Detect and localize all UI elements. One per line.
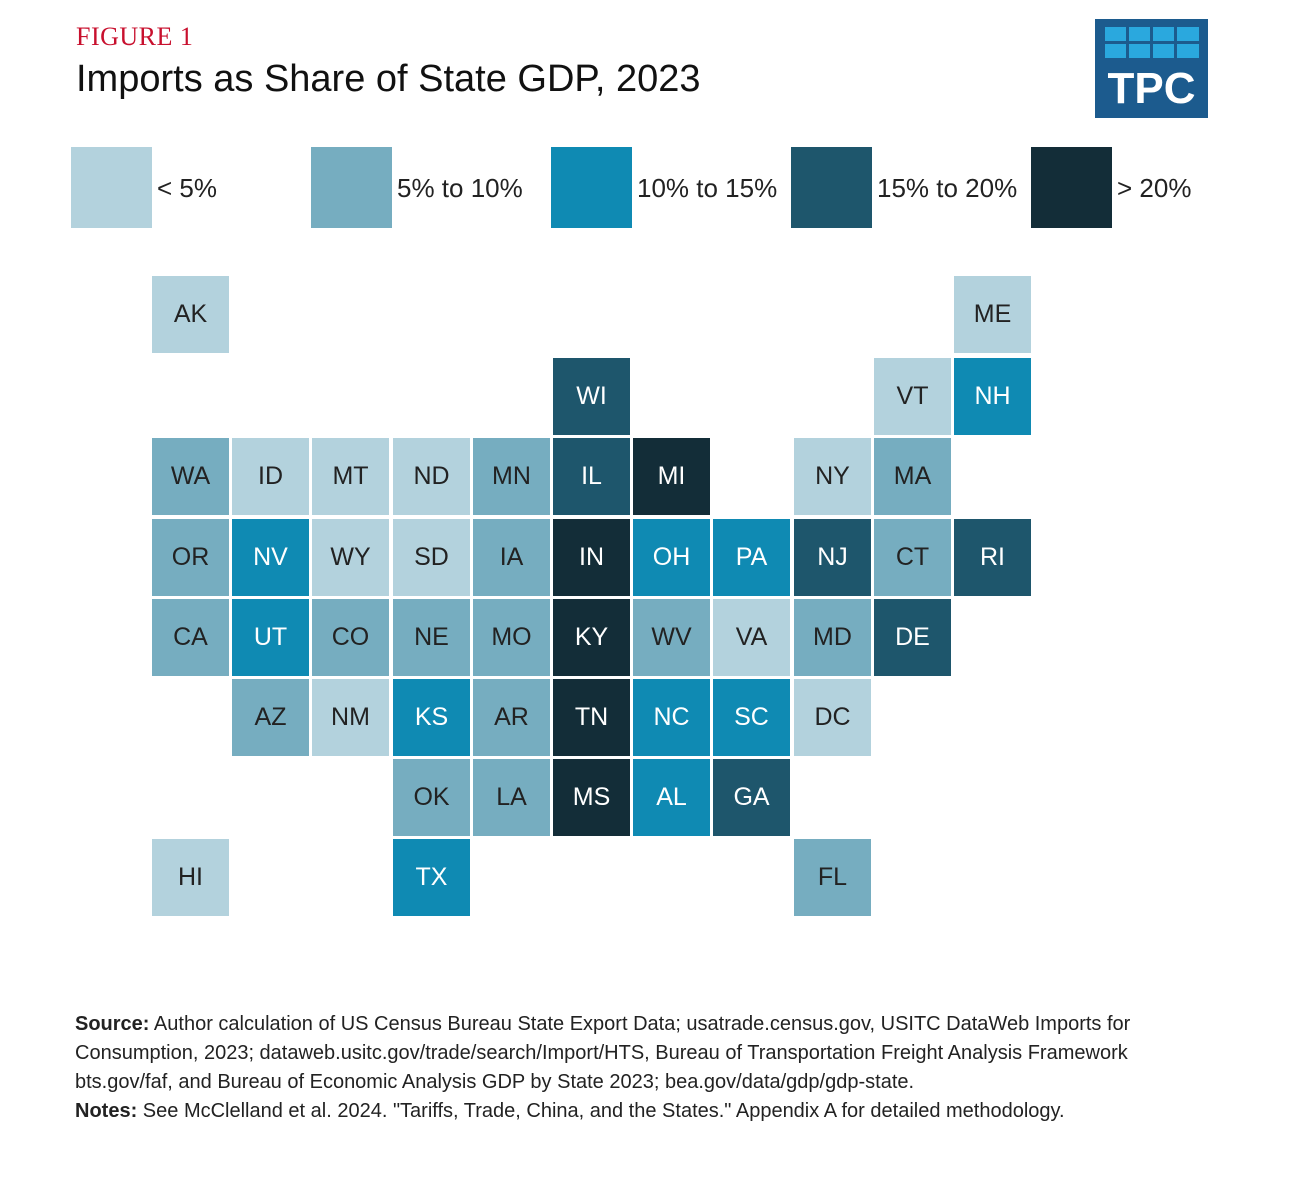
state-tile-nd: ND <box>393 438 470 515</box>
state-tile-ut: UT <box>232 599 309 676</box>
logo-grid-icon <box>1105 27 1199 59</box>
state-tile-oh: OH <box>633 519 710 596</box>
state-tile-fl: FL <box>794 839 871 916</box>
state-tile-va: VA <box>713 599 790 676</box>
state-tile-dc: DC <box>794 679 871 756</box>
state-tile-ks: KS <box>393 679 470 756</box>
state-tile-ct: CT <box>874 519 951 596</box>
state-tile-tn: TN <box>553 679 630 756</box>
state-tile-mn: MN <box>473 438 550 515</box>
state-tile-ma: MA <box>874 438 951 515</box>
state-tile-al: AL <box>633 759 710 836</box>
legend-label-3: 10% to 15% <box>637 173 778 203</box>
state-tile-me: ME <box>954 276 1031 353</box>
state-tile-mi: MI <box>633 438 710 515</box>
state-tile-tx: TX <box>393 839 470 916</box>
state-tile-sd: SD <box>393 519 470 596</box>
state-tile-vt: VT <box>874 358 951 435</box>
chart-title: Imports as Share of State GDP, 2023 <box>76 58 701 100</box>
state-tile-ca: CA <box>152 599 229 676</box>
state-tile-md: MD <box>794 599 871 676</box>
legend-label-5: > 20% <box>1117 173 1192 203</box>
legend-label-2: 5% to 10% <box>397 173 523 203</box>
notes-label: Notes: <box>75 1100 138 1122</box>
state-tile-nc: NC <box>633 679 710 756</box>
state-tile-hi: HI <box>152 839 229 916</box>
legend-label-4: 15% to 20% <box>877 173 1018 203</box>
legend-swatch-2 <box>311 147 392 228</box>
notes-text: See McClelland et al. 2024. "Tariffs, Tr… <box>142 1100 1065 1122</box>
state-tile-nv: NV <box>232 519 309 596</box>
legend-swatch-4 <box>791 147 872 228</box>
state-tile-mt: MT <box>312 438 389 515</box>
state-tile-de: DE <box>874 599 951 676</box>
state-tile-sc: SC <box>713 679 790 756</box>
state-tile-il: IL <box>553 438 630 515</box>
state-tile-ny: NY <box>794 438 871 515</box>
state-tile-ga: GA <box>713 759 790 836</box>
state-tile-id: ID <box>232 438 309 515</box>
state-tile-wa: WA <box>152 438 229 515</box>
legend-swatch-5 <box>1031 147 1112 228</box>
state-tile-la: LA <box>473 759 550 836</box>
state-tile-ia: IA <box>473 519 550 596</box>
legend-swatch-1 <box>71 147 152 228</box>
legend-swatch-3 <box>551 147 632 228</box>
state-tile-nj: NJ <box>794 519 871 596</box>
state-tile-co: CO <box>312 599 389 676</box>
source-text: Author calculation of US Census Bureau S… <box>75 1013 1131 1093</box>
footer-notes: Source: Author calculation of US Census … <box>75 1010 1205 1126</box>
state-tile-az: AZ <box>232 679 309 756</box>
state-tile-wy: WY <box>312 519 389 596</box>
state-tile-ri: RI <box>954 519 1031 596</box>
logo-text: TPC <box>1107 64 1196 113</box>
state-tile-nm: NM <box>312 679 389 756</box>
state-tile-in: IN <box>553 519 630 596</box>
notes-note: Notes: See McClelland et al. 2024. "Tari… <box>75 1097 1205 1126</box>
state-tile-ms: MS <box>553 759 630 836</box>
state-tile-wi: WI <box>553 358 630 435</box>
state-tile-ar: AR <box>473 679 550 756</box>
state-tile-nh: NH <box>954 358 1031 435</box>
figure-label: FIGURE 1 <box>76 22 194 51</box>
state-tile-ky: KY <box>553 599 630 676</box>
state-tile-ak: AK <box>152 276 229 353</box>
state-tile-pa: PA <box>713 519 790 596</box>
source-note: Source: Author calculation of US Census … <box>75 1010 1205 1097</box>
state-tile-ok: OK <box>393 759 470 836</box>
state-tile-ne: NE <box>393 599 470 676</box>
legend-label-1: < 5% <box>157 173 217 203</box>
source-label: Source: <box>75 1013 150 1035</box>
state-tile-or: OR <box>152 519 229 596</box>
state-tile-wv: WV <box>633 599 710 676</box>
state-tile-mo: MO <box>473 599 550 676</box>
tpc-logo: TPC <box>1095 19 1208 118</box>
